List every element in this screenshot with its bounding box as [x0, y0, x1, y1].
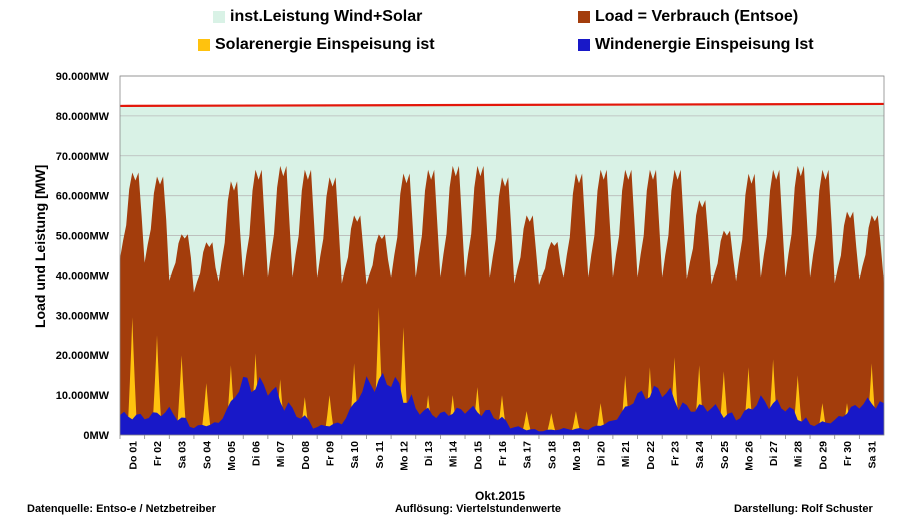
- y-tick-label: 70.000MW: [56, 151, 110, 163]
- x-tick-label: Mo 12: [398, 441, 410, 471]
- footer-resolution: Auflösung: Viertelstundenwerte: [395, 503, 562, 515]
- legend-item-wind: Windenergie Einspeisung Ist: [578, 36, 814, 54]
- load-area: [120, 165, 884, 435]
- x-tick-label: Mi 07: [275, 441, 287, 467]
- x-tick-label: Do 22: [645, 441, 657, 470]
- footer-source: Datenquelle: Entso-e / Netzbetreiber: [27, 503, 216, 515]
- x-tick-label: Fr 16: [497, 441, 509, 466]
- y-axis: 0MW 10.000MW 20.000MW 30.000MW 40.000MW 50.00…: [56, 71, 110, 442]
- x-tick-label: Sa 10: [349, 441, 361, 469]
- legend-item-solar: Solarenergie Einspeisung ist: [198, 36, 435, 54]
- legend-label-solar: Solarenergie Einspeisung ist: [215, 36, 435, 53]
- plot-border: [119, 75, 885, 436]
- legend: inst.Leistung Wind+Solar Load = Verbrauc…: [0, 0, 900, 70]
- installed-capacity-line: [119, 102, 885, 108]
- x-tick-label: Do 29: [817, 441, 829, 470]
- legend-swatch-installed: [213, 11, 225, 23]
- x-tick-label: Mo 26: [743, 441, 755, 471]
- x-tick-label: Do 15: [472, 441, 484, 470]
- x-tick-label: Sa 03: [177, 441, 189, 469]
- y-tick-label: 60.000MW: [56, 191, 110, 203]
- x-tick-label: Mo 05: [226, 441, 238, 471]
- x-tick-label: So 04: [201, 441, 213, 469]
- x-tick-label: Do 01: [127, 441, 139, 470]
- legend-label-load: Load = Verbrauch (Entsoe): [595, 8, 799, 25]
- legend-swatch-solar: [198, 39, 210, 51]
- x-tick-label: Mi 14: [448, 441, 460, 467]
- y-axis-title: Load und Leistung [MW]: [32, 164, 48, 328]
- x-tick-label: Di 20: [596, 441, 608, 466]
- y-tick-label: 10.000MW: [56, 390, 110, 402]
- x-tick-label: So 11: [374, 441, 386, 469]
- x-tick-label: Di 06: [251, 441, 263, 466]
- y-tick-label: 0MW: [83, 430, 109, 442]
- x-tick-label: Fr 23: [670, 441, 682, 466]
- x-tick-label: Sa 31: [867, 441, 879, 469]
- y-tick-label: 50.000MW: [56, 231, 110, 243]
- x-tick-label: Fr 02: [152, 441, 164, 466]
- x-tick-label: Do 08: [300, 441, 312, 470]
- y-tick-label: 20.000MW: [56, 350, 110, 362]
- x-tick-label: Mo 19: [571, 441, 583, 471]
- legend-label-installed: inst.Leistung Wind+Solar: [230, 8, 423, 25]
- y-tick-label: 30.000MW: [56, 310, 110, 322]
- x-tick-label: Mi 21: [620, 441, 632, 467]
- x-tick-label: Di 13: [423, 441, 435, 466]
- legend-swatch-load: [578, 11, 590, 23]
- solar-area: [120, 307, 884, 435]
- x-tick-label: So 18: [546, 441, 558, 469]
- legend-swatch-wind: [578, 39, 590, 51]
- x-tick-label: Fr 30: [842, 441, 854, 466]
- x-axis: Do 01 Fr 02 Sa 03 So 04 Mo 05 Di 06 Mi 07 Do 08…: [119, 435, 879, 471]
- legend-label-wind: Windenergie Einspeisung Ist: [595, 36, 814, 53]
- legend-item-load: Load = Verbrauch (Entsoe): [578, 8, 798, 26]
- y-tick-label: 80.000MW: [56, 111, 110, 123]
- wind-area: [120, 372, 884, 435]
- x-axis-title: Okt.2015: [475, 489, 526, 503]
- x-tick-label: Sa 17: [522, 441, 534, 469]
- legend-item-installed: inst.Leistung Wind+Solar: [213, 8, 422, 26]
- x-tick-label: Mi 28: [793, 441, 805, 467]
- x-tick-label: So 25: [719, 441, 731, 469]
- x-tick-label: Fr 09: [324, 441, 336, 466]
- x-tick-label: Sa 24: [694, 441, 706, 469]
- x-tick-label: Di 27: [768, 441, 780, 466]
- y-tick-label: 90.000MW: [56, 71, 110, 83]
- footer-author: Darstellung: Rolf Schuster: [734, 503, 873, 515]
- plot-area: [119, 75, 885, 436]
- y-tick-label: 40.000MW: [56, 270, 110, 282]
